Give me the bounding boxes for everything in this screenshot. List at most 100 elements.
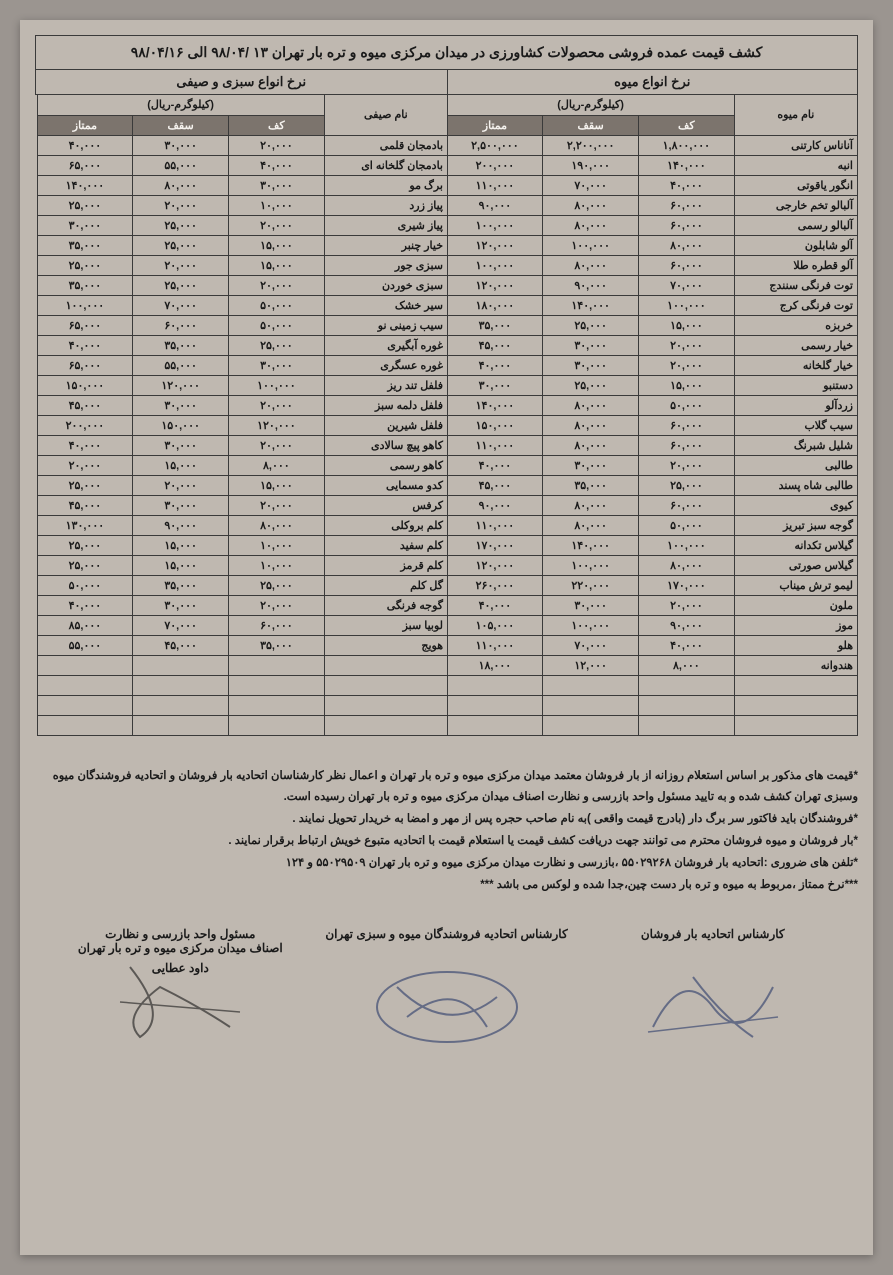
item-name: آلبالو تخم خارجی	[734, 195, 857, 215]
price-ceil: ۲۵,۰۰۰	[543, 375, 639, 395]
price-floor: ۶۰,۰۰۰	[639, 495, 735, 515]
price-ceil: ۱۵,۰۰۰	[133, 555, 229, 575]
price-floor: ۵۰,۰۰۰	[639, 395, 735, 415]
price-premium: ۴۰,۰۰۰	[37, 435, 133, 455]
item-name: طالبی	[734, 455, 857, 475]
price-premium: ۴۵,۰۰۰	[447, 335, 543, 355]
col-name-fruit: نام میوه	[734, 95, 857, 135]
table-row: کیوی۶۰,۰۰۰۸۰,۰۰۰۹۰,۰۰۰	[447, 495, 858, 515]
price-floor: ۶۰,۰۰۰	[639, 435, 735, 455]
unit-label: (کیلوگرم-ریال)	[447, 95, 734, 115]
price-floor: ۲۰,۰۰۰	[229, 595, 325, 615]
item-name: گل کلم	[324, 575, 447, 595]
footnote-line: *تلفن های ضروری :اتحادیه بار فروشان ۵۵۰۲…	[35, 853, 858, 875]
price-premium: ۴۵,۰۰۰	[447, 475, 543, 495]
item-name	[734, 675, 857, 695]
item-name: لوبیا سبز	[324, 615, 447, 635]
price-ceil	[133, 675, 229, 695]
price-premium: ۲۵,۰۰۰	[37, 535, 133, 555]
price-premium: ۱۰۰,۰۰۰	[37, 295, 133, 315]
price-ceil: ۳۰,۰۰۰	[133, 595, 229, 615]
signer-center-title: کارشناس اتحادیه فروشندگان میوه و سبزی ته…	[321, 927, 572, 941]
signer-center: کارشناس اتحادیه فروشندگان میوه و سبزی ته…	[321, 927, 572, 975]
price-premium: ۱۴۰,۰۰۰	[447, 395, 543, 415]
price-ceil: ۳۵,۰۰۰	[133, 335, 229, 355]
table-row	[37, 675, 448, 695]
price-floor: ۱۰۰,۰۰۰	[639, 295, 735, 315]
table-row	[447, 695, 858, 715]
table-row: انبه۱۴۰,۰۰۰۱۹۰,۰۰۰۲۰۰,۰۰۰	[447, 155, 858, 175]
item-name	[324, 715, 447, 735]
price-ceil: ۷۰,۰۰۰	[543, 635, 639, 655]
price-premium: ۱۸۰,۰۰۰	[447, 295, 543, 315]
table-row: خربزه۱۵,۰۰۰۲۵,۰۰۰۳۵,۰۰۰	[447, 315, 858, 335]
table-row: سیب زمینی نو۵۰,۰۰۰۶۰,۰۰۰۶۵,۰۰۰	[37, 315, 448, 335]
price-floor: ۵۰,۰۰۰	[229, 295, 325, 315]
item-name	[734, 695, 857, 715]
price-premium: ۲۵,۰۰۰	[37, 195, 133, 215]
item-name: هندوانه	[734, 655, 857, 675]
price-ceil: ۶۰,۰۰۰	[133, 315, 229, 335]
price-premium: ۴۰,۰۰۰	[37, 595, 133, 615]
price-premium	[37, 675, 133, 695]
veg-section: نرخ انواع سبزی و صیفی نام صیفی (کیلوگرم-…	[35, 70, 447, 736]
price-floor: ۸۰,۰۰۰	[229, 515, 325, 535]
table-row: گیلاس تکدانه۱۰۰,۰۰۰۱۴۰,۰۰۰۱۷۰,۰۰۰	[447, 535, 858, 555]
price-floor: ۳۰,۰۰۰	[229, 355, 325, 375]
table-row: شلیل شبرنگ۶۰,۰۰۰۸۰,۰۰۰۱۱۰,۰۰۰	[447, 435, 858, 455]
price-ceil: ۱۲۰,۰۰۰	[133, 375, 229, 395]
price-ceil: ۳۰,۰۰۰	[543, 595, 639, 615]
price-ceil: ۸۰,۰۰۰	[543, 215, 639, 235]
price-premium: ۲۰,۰۰۰	[37, 455, 133, 475]
page-title: کشف قیمت عمده فروشی محصولات کشاورزی در م…	[35, 35, 858, 70]
price-ceil: ۲۵,۰۰۰	[133, 215, 229, 235]
signer-left-line2: اصناف میدان مرکزی میوه و تره بار تهران	[55, 941, 306, 955]
price-ceil: ۲,۲۰۰,۰۰۰	[543, 135, 639, 155]
price-premium	[37, 715, 133, 735]
price-premium: ۱۳۰,۰۰۰	[37, 515, 133, 535]
price-ceil	[133, 655, 229, 675]
price-premium: ۴۰,۰۰۰	[447, 595, 543, 615]
price-floor: ۲۵,۰۰۰	[639, 475, 735, 495]
signer-left: مسئول واحد بازرسی و نظارت اصناف میدان مر…	[55, 927, 306, 975]
price-ceil	[543, 675, 639, 695]
footnote-line: *فروشندگان باید فاکتور سر برگ دار (بادرج…	[35, 809, 858, 831]
price-premium: ۲۰۰,۰۰۰	[37, 415, 133, 435]
price-floor: ۱,۸۰۰,۰۰۰	[639, 135, 735, 155]
price-premium: ۲۵,۰۰۰	[37, 255, 133, 275]
price-ceil: ۴۵,۰۰۰	[133, 635, 229, 655]
price-premium: ۹۰,۰۰۰	[447, 495, 543, 515]
price-ceil: ۳۰,۰۰۰	[133, 435, 229, 455]
item-name: آلو قطره طلا	[734, 255, 857, 275]
table-row	[37, 655, 448, 675]
price-floor: ۲۰,۰۰۰	[639, 355, 735, 375]
table-row: غوره عسگری۳۰,۰۰۰۵۵,۰۰۰۶۵,۰۰۰	[37, 355, 448, 375]
table-row	[447, 675, 858, 695]
price-floor: ۶۰,۰۰۰	[229, 615, 325, 635]
price-premium: ۲۰۰,۰۰۰	[447, 155, 543, 175]
table-row	[37, 715, 448, 735]
price-ceil: ۸۰,۰۰۰	[543, 515, 639, 535]
price-floor: ۵۰,۰۰۰	[229, 315, 325, 335]
price-floor: ۲۵,۰۰۰	[229, 335, 325, 355]
price-premium: ۱۱۰,۰۰۰	[447, 175, 543, 195]
signer-right-title: کارشناس اتحادیه بار فروشان	[587, 927, 838, 941]
table-row: خیار چنبر۱۵,۰۰۰۲۵,۰۰۰۳۵,۰۰۰	[37, 235, 448, 255]
price-grid: نرخ انواع میوه نام میوه (کیلوگرم-ریال) ک…	[35, 70, 858, 736]
signature-icon	[367, 957, 527, 1057]
table-row	[37, 695, 448, 715]
item-name: برگ مو	[324, 175, 447, 195]
item-name	[734, 715, 857, 735]
table-row: کدو مسمایی۱۵,۰۰۰۲۰,۰۰۰۲۵,۰۰۰	[37, 475, 448, 495]
price-premium: ۳۰,۰۰۰	[447, 375, 543, 395]
table-row: بادمجان گلخانه ای۴۰,۰۰۰۵۵,۰۰۰۶۵,۰۰۰	[37, 155, 448, 175]
price-floor: ۱۵,۰۰۰	[229, 255, 325, 275]
table-row: کاهو پیچ سالادی۲۰,۰۰۰۳۰,۰۰۰۴۰,۰۰۰	[37, 435, 448, 455]
signer-left-line1: مسئول واحد بازرسی و نظارت	[55, 927, 306, 941]
item-name: کدو مسمایی	[324, 475, 447, 495]
table-row: گیلاس صورتی۸۰,۰۰۰۱۰۰,۰۰۰۱۲۰,۰۰۰	[447, 555, 858, 575]
price-ceil: ۳۰,۰۰۰	[133, 495, 229, 515]
item-name: ملون	[734, 595, 857, 615]
item-name: گیلاس صورتی	[734, 555, 857, 575]
table-row: هندوانه۸,۰۰۰۱۲,۰۰۰۱۸,۰۰۰	[447, 655, 858, 675]
